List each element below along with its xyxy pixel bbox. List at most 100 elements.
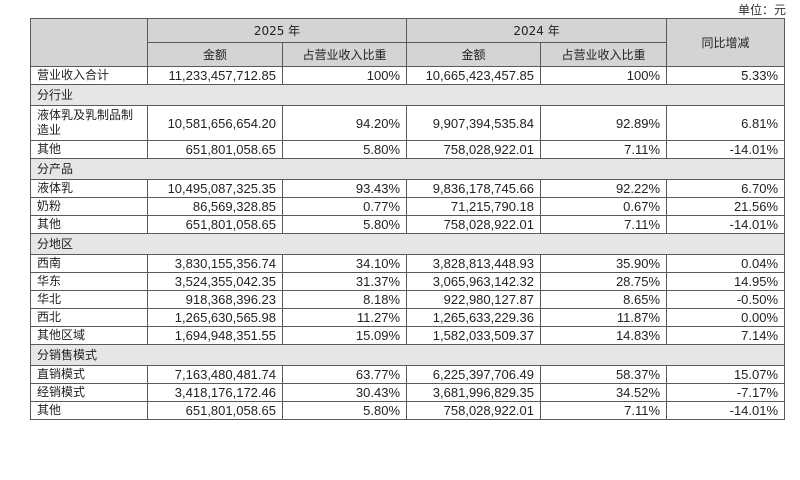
total-label: 营业收入合计 [30, 66, 148, 85]
amount-2025: 10,581,656,654.20 [147, 105, 283, 141]
table-row: 西南 3,830,155,356.74 34.10% 3,828,813,448.93… [30, 254, 786, 273]
yoy-change: 21.56% [666, 197, 786, 216]
section-header-row: 分销售模式 [29, 344, 786, 366]
section-header-row: 分产品 [29, 158, 786, 180]
amount-2024: 3,828,813,448.93 [406, 254, 542, 273]
header-row-years: 2025 年 2024 年 同比增减 [30, 18, 786, 67]
total-share-2025: 100% [281, 66, 408, 85]
table-row: 奶粉 86,569,328.85 0.77% 71,215,790.18 0.67% 21… [30, 197, 786, 216]
share-2025: 5.80% [281, 215, 408, 234]
header-blank-cell [30, 18, 148, 67]
table-row: 其他 651,801,058.65 5.80% 758,028,922.01 7.11%… [30, 140, 786, 159]
amount-2025: 7,163,480,481.74 [147, 365, 283, 384]
row-label: 西北 [30, 308, 148, 327]
share-2024: 92.22% [540, 179, 668, 198]
amount-2024: 758,028,922.01 [406, 215, 542, 234]
amount-2025: 651,801,058.65 [147, 140, 283, 159]
row-label: 液体乳及乳制品制造业 [30, 105, 148, 141]
section-title: 分行业 [29, 84, 786, 106]
share-2024: 35.90% [540, 254, 668, 273]
table-row: 直销模式 7,163,480,481.74 63.77% 6,225,397,706.… [30, 365, 786, 384]
row-label: 直销模式 [30, 365, 148, 384]
amount-2024: 758,028,922.01 [406, 140, 542, 159]
total-share-2024: 100% [540, 66, 668, 85]
row-label: 华北 [30, 290, 148, 309]
section-title: 分产品 [29, 158, 786, 180]
header-amount-2025: 金额 [147, 42, 283, 67]
amount-2024: 1,265,633,229.36 [406, 308, 542, 327]
row-label: 液体乳 [30, 179, 148, 198]
header-yoy: 同比增减 [666, 18, 786, 67]
total-row: 营业收入合计 11,233,457,712.85 100% 10,665,423… [30, 66, 786, 85]
share-2025: 93.43% [281, 179, 408, 198]
row-label: 华东 [30, 272, 148, 291]
row-label: 其他 [30, 215, 148, 234]
table-row: 华北 918,368,396.23 8.18% 922,980,127.87 8.65%… [30, 290, 786, 309]
section-header-row: 分行业 [29, 84, 786, 106]
share-2024: 0.67% [540, 197, 668, 216]
amount-2025: 1,265,630,565.98 [147, 308, 283, 327]
revenue-table-body: 2025 年 2024 年 同比增减 金额 占营业收入比重 金额 占营业收入比重… [29, 18, 786, 420]
amount-2025: 651,801,058.65 [147, 215, 283, 234]
share-2025: 15.09% [281, 326, 408, 345]
share-2024: 8.65% [540, 290, 668, 309]
row-label: 经销模式 [30, 383, 148, 402]
yoy-change: 0.04% [666, 254, 786, 273]
amount-2024: 3,681,996,829.35 [406, 383, 542, 402]
table-row: 液体乳 10,495,087,325.35 93.43% 9,836,178,745.… [30, 179, 786, 198]
amount-2024: 6,225,397,706.49 [406, 365, 542, 384]
yoy-change: 14.95% [666, 272, 786, 291]
header-year-2025: 2025 年 [146, 18, 408, 43]
share-2025: 63.77% [281, 365, 408, 384]
section-title: 分地区 [29, 233, 786, 255]
share-2024: 92.89% [540, 105, 668, 141]
amount-2024: 9,907,394,535.84 [406, 105, 542, 141]
section-header-row: 分地区 [29, 233, 786, 255]
amount-2025: 10,495,087,325.35 [147, 179, 283, 198]
share-2025: 31.37% [281, 272, 408, 291]
amount-2024: 922,980,127.87 [406, 290, 542, 309]
share-2025: 0.77% [281, 197, 408, 216]
share-2024: 7.11% [540, 140, 668, 159]
yoy-change: -7.17% [666, 383, 786, 402]
row-label: 奶粉 [30, 197, 148, 216]
share-2025: 30.43% [281, 383, 408, 402]
table-row: 华东 3,524,355,042.35 31.37% 3,065,963,142.32… [30, 272, 786, 291]
share-2025: 34.10% [281, 254, 408, 273]
table-row: 其他 651,801,058.65 5.80% 758,028,922.01 7.11%… [30, 215, 786, 234]
yoy-change: -14.01% [666, 401, 786, 420]
amount-2024: 758,028,922.01 [406, 401, 542, 420]
table-row: 其他区域 1,694,948,351.55 15.09% 1,582,033,509.… [30, 326, 786, 345]
header-share-2025: 占营业收入比重 [281, 42, 408, 67]
share-2025: 11.27% [281, 308, 408, 327]
amount-2025: 3,418,176,172.46 [147, 383, 283, 402]
table-row: 西北 1,265,630,565.98 11.27% 1,265,633,229.36… [30, 308, 786, 327]
share-2025: 94.20% [281, 105, 408, 141]
share-2024: 14.83% [540, 326, 668, 345]
section-title: 分销售模式 [29, 344, 786, 366]
yoy-change: -0.50% [666, 290, 786, 309]
yoy-change: 7.14% [666, 326, 786, 345]
table-row: 液体乳及乳制品制造业 10,581,656,654.20 94.20% 9,907,3… [30, 105, 786, 141]
share-2024: 11.87% [540, 308, 668, 327]
share-2024: 58.37% [540, 365, 668, 384]
amount-2024: 1,582,033,509.37 [406, 326, 542, 345]
amount-2025: 86,569,328.85 [147, 197, 283, 216]
yoy-change: -14.01% [666, 140, 786, 159]
yoy-change: -14.01% [666, 215, 786, 234]
header-year-2024: 2024 年 [406, 18, 668, 43]
yoy-change: 6.81% [666, 105, 786, 141]
yoy-change: 0.00% [666, 308, 786, 327]
share-2024: 34.52% [540, 383, 668, 402]
row-label: 其他区域 [30, 326, 148, 345]
total-amount-2025: 11,233,457,712.85 [147, 66, 283, 85]
amount-2025: 1,694,948,351.55 [147, 326, 283, 345]
header-row-columns: 金额 占营业收入比重 金额 占营业收入比重 [31, 42, 785, 67]
amount-2025: 918,368,396.23 [147, 290, 283, 309]
amount-2025: 3,524,355,042.35 [147, 272, 283, 291]
share-2025: 5.80% [281, 401, 408, 420]
amount-2025: 651,801,058.65 [147, 401, 283, 420]
total-yoy: 5.33% [666, 66, 786, 85]
header-amount-2024: 金额 [406, 42, 542, 67]
share-2024: 7.11% [540, 401, 668, 420]
